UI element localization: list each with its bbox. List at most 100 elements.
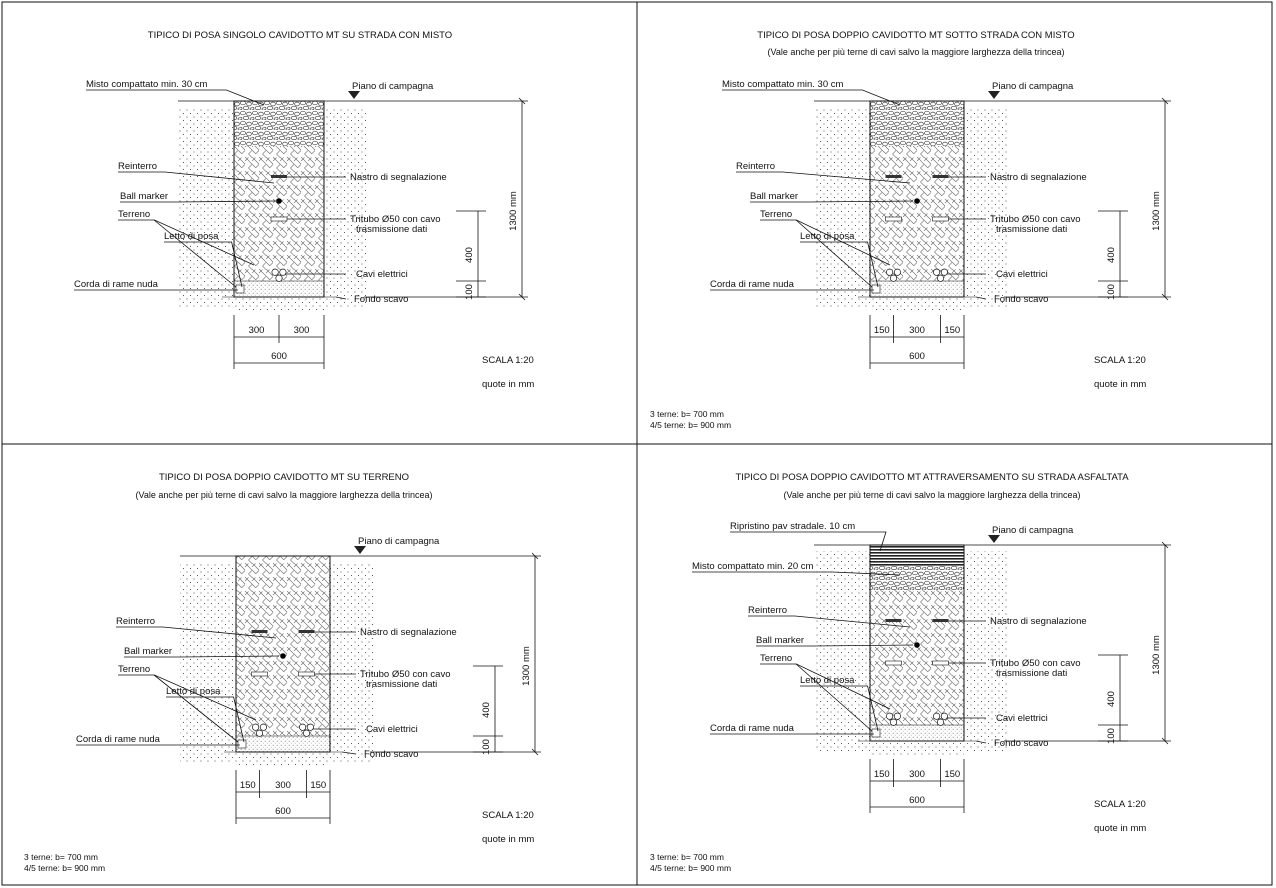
soil-label: Terreno	[760, 653, 792, 664]
dim-tick	[518, 293, 526, 301]
dim-width-part-label: 150	[944, 325, 960, 336]
copper-rope-mark	[235, 284, 245, 294]
bottom-leader	[975, 740, 987, 744]
ball-label-leader	[120, 200, 276, 203]
tube-label-2: trasmissione dati	[366, 679, 437, 690]
dim-total-label: 1300 mm	[1151, 191, 1162, 231]
warning-tape-mark	[251, 630, 268, 633]
bed-layer	[234, 281, 324, 297]
bottom-leader	[975, 296, 987, 300]
soil-label: Terreno	[118, 209, 150, 220]
soil-leader-2	[795, 219, 873, 288]
bed-label: Letto di posa	[800, 231, 855, 242]
tritube-mark	[932, 216, 949, 222]
soil-leader-2	[153, 219, 237, 288]
copper-label: Corda di rame nuda	[76, 734, 161, 745]
panel-subtitle: (Vale anche per più terne di cavi salvo …	[136, 490, 433, 500]
dim-tick	[531, 748, 539, 756]
backfill-label: Reinterro	[118, 161, 157, 172]
dim-width-total-label: 600	[909, 795, 925, 806]
panel-title: TIPICO DI POSA DOPPIO CAVIDOTTO MT SU TE…	[159, 472, 409, 483]
cable-circle	[255, 729, 264, 737]
dim-width-part-label: 300	[909, 325, 925, 336]
warning-tape-mark	[885, 175, 902, 178]
cable-circle	[893, 268, 901, 276]
units-label: quote in mm	[1094, 379, 1146, 390]
dim-width-total-label: 600	[275, 806, 291, 817]
surface-label: Misto compattato min. 30 cm	[722, 79, 844, 90]
ground-label: Piano di campagna	[992, 81, 1074, 92]
scale-label: SCALA 1:20	[482, 810, 534, 821]
surface-label-leader	[692, 571, 901, 576]
ground-marker-icon	[988, 535, 1000, 543]
dim-width-part-label: 300	[909, 769, 925, 780]
ball-label-leader	[124, 655, 280, 658]
tube-label-1: Tritubo Ø50 con cavo	[350, 214, 440, 225]
scale-label: SCALA 1:20	[482, 355, 534, 366]
ground-below	[236, 752, 330, 766]
dim-400-label: 400	[481, 702, 492, 718]
copper-rope-mark	[871, 284, 881, 294]
tape-label: Nastro di segnalazione	[350, 172, 447, 183]
ground-below	[870, 297, 964, 311]
surface-label: Misto compattato min. 20 cm	[692, 561, 814, 572]
dim-width-total-label: 600	[271, 351, 287, 362]
dim-width-part-label: 150	[944, 769, 960, 780]
ground-label: Piano di campagna	[352, 81, 434, 92]
ball-label-leader	[756, 644, 914, 647]
bed-label-leader	[800, 685, 879, 732]
panel-p4: TIPICO DI POSA DOPPIO CAVIDOTTO MT ATTRA…	[650, 472, 1171, 873]
ground-left	[178, 107, 234, 309]
cable-circle	[889, 718, 898, 726]
cable-circle	[299, 723, 307, 731]
panel-subtitle: (Vale anche per più terne di cavi salvo …	[784, 490, 1081, 500]
note-text: 3 terne: b= 700 mm	[650, 409, 724, 419]
units-label: quote in mm	[482, 834, 534, 845]
gravel-layer	[870, 101, 964, 146]
panel-title: TIPICO DI POSA DOPPIO CAVIDOTTO MT SOTTO…	[757, 30, 1074, 41]
backfill-label-leader	[116, 626, 277, 639]
panel-subtitle: (Vale anche per più terne di cavi salvo …	[768, 47, 1065, 57]
dim-100-label: 100	[1106, 284, 1117, 300]
ball-label: Ball marker	[756, 635, 804, 646]
cables-label: Cavi elettrici	[996, 269, 1048, 280]
cable-circle	[275, 274, 283, 282]
cable-circle	[271, 268, 279, 276]
dim-tick	[1161, 97, 1169, 105]
bottom-label: Fondo scavo	[364, 749, 418, 760]
tape-label: Nastro di segnalazione	[990, 172, 1087, 183]
cable-circle	[893, 712, 901, 720]
cable-circle	[252, 723, 260, 731]
ground-marker-icon	[988, 91, 1000, 99]
panel-title: TIPICO DI POSA DOPPIO CAVIDOTTO MT ATTRA…	[735, 472, 1129, 483]
dim-400-label: 400	[464, 247, 475, 263]
warning-tape-mark	[932, 619, 949, 622]
soil-label: Terreno	[760, 209, 792, 220]
units-label: quote in mm	[482, 379, 534, 390]
tritube-mark	[932, 660, 949, 666]
ball-marker-dot	[276, 198, 282, 204]
bed-label-leader	[166, 696, 245, 743]
dim-width-total-label: 600	[909, 351, 925, 362]
ball-marker-dot	[914, 198, 920, 204]
cable-circle	[886, 268, 894, 276]
warning-tape-mark	[885, 619, 902, 622]
dim-width-part-label: 300	[249, 325, 265, 336]
cable-circle	[306, 723, 314, 731]
ground-marker-icon	[354, 546, 366, 554]
ground-label: Piano di campagna	[358, 536, 440, 547]
soil-leader-2	[153, 674, 239, 743]
cables-label: Cavi elettrici	[356, 269, 408, 280]
backfill-label: Reinterro	[736, 161, 775, 172]
tape-label: Nastro di segnalazione	[990, 616, 1087, 627]
panel-p2: TIPICO DI POSA DOPPIO CAVIDOTTO MT SOTTO…	[650, 30, 1171, 430]
soil-leader-2	[795, 663, 873, 732]
warning-tape-mark	[271, 175, 287, 178]
bed-label: Letto di posa	[166, 686, 221, 697]
dim-width-part-label: 300	[275, 780, 291, 791]
surface-label-leader	[722, 89, 901, 106]
backfill-label: Reinterro	[748, 605, 787, 616]
ground-right	[330, 562, 374, 764]
ground-below	[234, 297, 324, 311]
